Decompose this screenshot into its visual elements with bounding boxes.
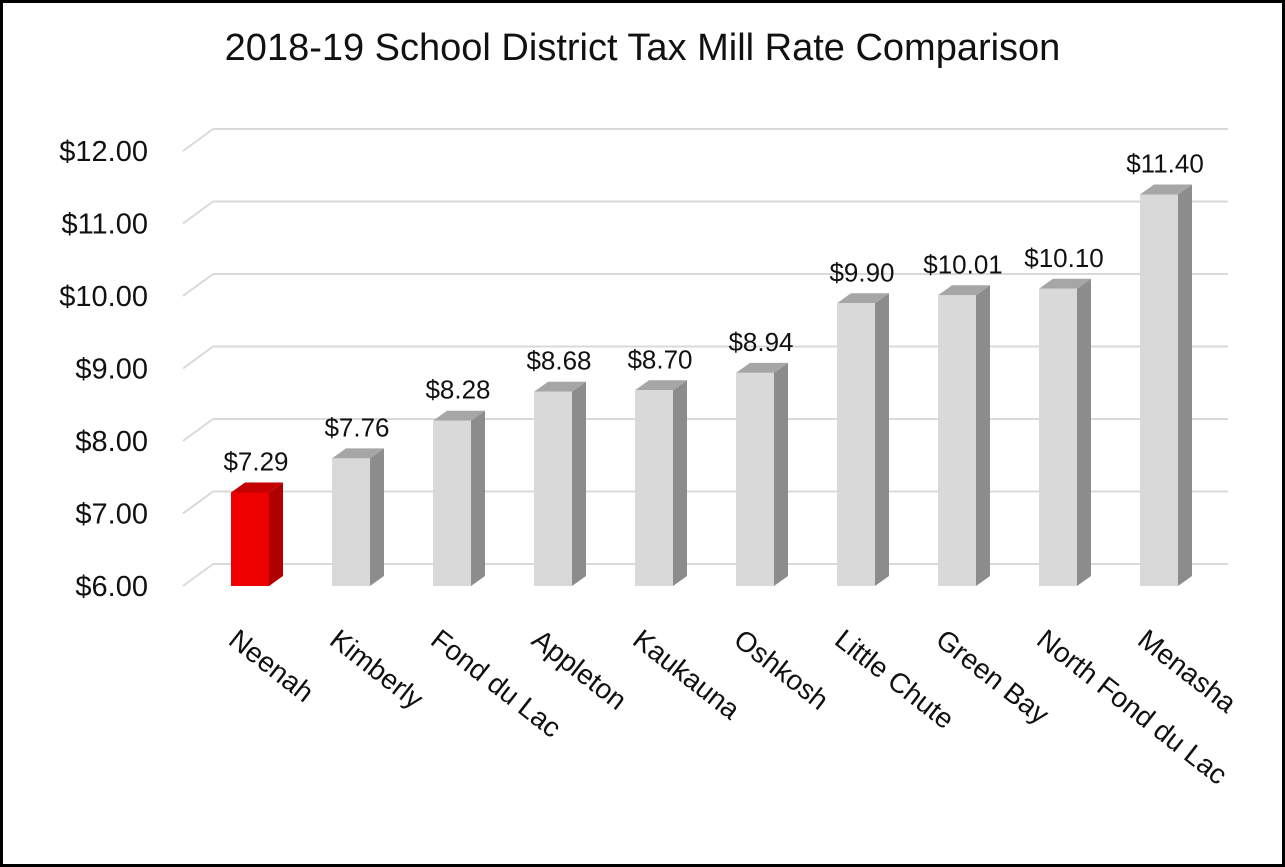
bar-top xyxy=(231,482,283,493)
bar-side xyxy=(976,285,990,586)
bar xyxy=(433,420,471,586)
data-label: $8.94 xyxy=(728,327,793,357)
bar xyxy=(736,372,774,586)
bar-side xyxy=(370,448,384,586)
data-label: $8.70 xyxy=(627,344,692,374)
gridline-depth xyxy=(182,418,214,442)
data-label: $10.01 xyxy=(923,249,1003,279)
gridline-depth xyxy=(182,490,214,515)
bar-top xyxy=(534,381,586,392)
bar-side xyxy=(471,410,485,586)
bar-side xyxy=(774,362,788,586)
bar-top xyxy=(332,448,384,459)
gridline-depth xyxy=(182,200,214,225)
x-tick-label: North Fond du Lac xyxy=(1031,623,1233,790)
bar xyxy=(635,390,673,586)
bar-top xyxy=(736,362,788,373)
gridline-depth xyxy=(182,563,214,587)
bar-side xyxy=(269,482,283,586)
bar-top xyxy=(938,285,990,296)
data-label: $8.68 xyxy=(526,346,591,376)
gridline-depth xyxy=(182,273,214,297)
bar xyxy=(332,458,370,586)
data-label: $8.28 xyxy=(425,375,490,405)
gridline-depth xyxy=(182,345,214,370)
y-tick-label: $11.00 xyxy=(61,209,148,241)
bar-top xyxy=(1039,278,1091,289)
bar xyxy=(938,295,976,586)
data-label: $11.40 xyxy=(1126,149,1204,179)
data-label: $10.10 xyxy=(1024,243,1104,273)
bar xyxy=(1140,194,1178,586)
bar xyxy=(231,492,269,586)
x-tick-label: Neenah xyxy=(223,623,319,708)
bar-top xyxy=(433,410,485,421)
chart-title: 2018-19 School District Tax Mill Rate Co… xyxy=(224,27,1061,69)
y-tick-label: $9.00 xyxy=(75,354,148,386)
x-tick-label: Kaukauna xyxy=(627,623,746,725)
data-label: $7.29 xyxy=(223,446,288,476)
gridline-depth xyxy=(182,128,214,152)
bar-top xyxy=(837,293,889,304)
bar-top xyxy=(635,380,687,391)
bar-side xyxy=(1178,184,1192,586)
bar-side xyxy=(572,381,586,586)
y-tick-label: $8.00 xyxy=(75,426,148,458)
data-label: $9.90 xyxy=(829,257,894,287)
bar xyxy=(1039,288,1077,586)
y-tick-label: $12.00 xyxy=(59,136,148,168)
y-tick-label: $10.00 xyxy=(59,281,148,313)
data-label: $7.76 xyxy=(324,412,389,442)
bar-chart: $6.00 $7.00 $8.00 $9.00 $10.00 $11.00 $12.00 $7… xyxy=(59,128,1242,791)
y-tick-label: $6.00 xyxy=(75,571,148,603)
bar xyxy=(837,303,875,586)
bar-side xyxy=(875,293,889,586)
y-tick-label: $7.00 xyxy=(75,499,148,531)
bar-top xyxy=(1140,184,1192,195)
bar-side xyxy=(673,380,687,586)
bar xyxy=(534,391,572,586)
x-tick-label: Kimberly xyxy=(324,623,429,714)
bar-side xyxy=(1077,278,1091,586)
